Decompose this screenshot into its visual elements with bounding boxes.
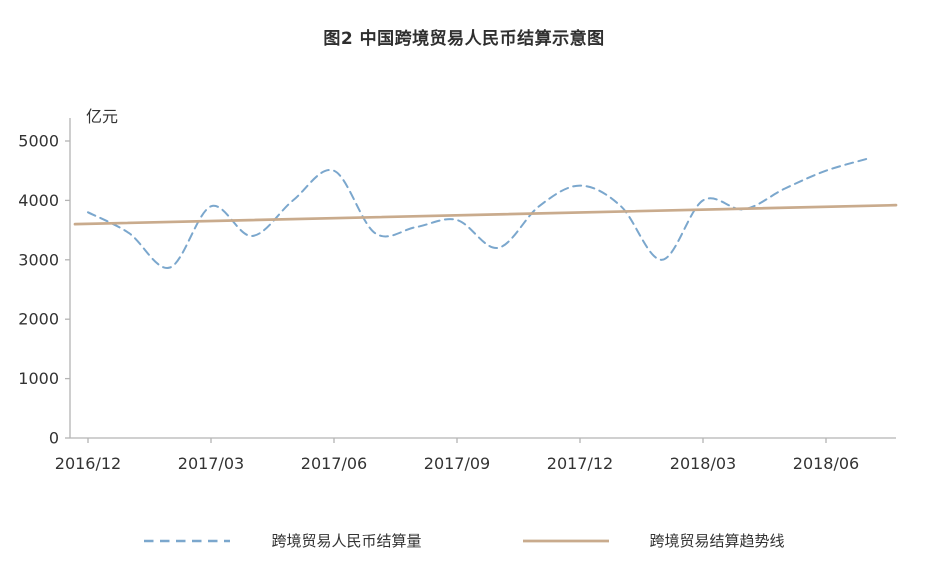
svg-text:0: 0 (49, 429, 59, 448)
legend-label-trend-line: 跨境贸易结算趋势线 (649, 532, 785, 550)
svg-text:4000: 4000 (18, 191, 59, 210)
legend-label-settlement-volume: 跨境贸易人民币结算量 (271, 532, 422, 550)
chart-title: 图2 中国跨境贸易人民币结算示意图 (323, 29, 605, 49)
legend: 跨境贸易人民币结算量 跨境贸易结算趋势线 (0, 530, 928, 551)
solid-line-swatch (522, 539, 609, 542)
svg-text:2017/09: 2017/09 (424, 454, 490, 473)
legend-item-settlement-volume: 跨境贸易人民币结算量 (143, 530, 422, 551)
svg-text:5000: 5000 (18, 132, 59, 151)
legend-item-trend-line: 跨境贸易结算趋势线 (522, 530, 785, 551)
svg-text:2017/06: 2017/06 (301, 454, 367, 473)
svg-text:1000: 1000 (18, 369, 59, 388)
line-chart: 0 1000 2000 3000 4000 5000 2016/12 2017/03 2017/… (18, 118, 898, 473)
svg-text:2017/03: 2017/03 (178, 454, 244, 473)
y-axis-unit-label: 亿元 (86, 107, 119, 126)
svg-text:3000: 3000 (18, 250, 59, 269)
svg-text:2000: 2000 (18, 310, 59, 329)
svg-text:2017/12: 2017/12 (547, 454, 613, 473)
svg-text:2018/03: 2018/03 (670, 454, 736, 473)
svg-text:2016/12: 2016/12 (55, 454, 121, 473)
svg-text:2018/06: 2018/06 (793, 454, 859, 473)
dashed-line-swatch (144, 539, 231, 542)
